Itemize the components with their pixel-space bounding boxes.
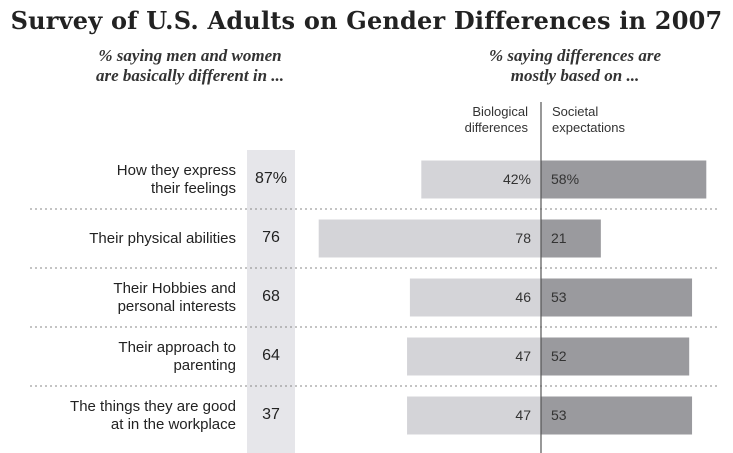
row-percent-1: 76 — [262, 228, 280, 246]
row-label-2: Their Hobbies and personal interests — [113, 279, 236, 315]
bar-label-biological-3: 47 — [515, 347, 531, 364]
bar-label-societal-0: 58% — [551, 170, 580, 187]
column-header-biological: Biological differences — [464, 104, 528, 135]
bar-label-societal-4: 53 — [551, 406, 567, 423]
row-percent-2: 68 — [262, 287, 280, 305]
bar-societal-3 — [541, 337, 690, 376]
percent-column-background — [247, 150, 295, 453]
row-label-1: Their physical abilities — [89, 229, 236, 247]
row-label-3: Their approach to parenting — [118, 338, 236, 374]
row-label-0: How they express their feelings — [116, 161, 236, 197]
bar-biological-1 — [318, 219, 541, 258]
bar-label-biological-4: 47 — [515, 406, 531, 423]
bar-label-societal-3: 52 — [551, 347, 567, 364]
bar-biological-0 — [421, 160, 541, 199]
bar-biological-2 — [409, 278, 541, 317]
bar-societal-2 — [541, 278, 693, 317]
bar-label-biological-0: 42% — [502, 170, 531, 187]
left-subtitle: % saying men and women are basically dif… — [95, 46, 285, 85]
column-header-societal: Societal expectations — [552, 104, 625, 135]
bar-biological-3 — [407, 337, 541, 376]
right-subtitle: % saying differences are mostly based on… — [488, 46, 662, 85]
row-percent-0: 87% — [254, 169, 288, 187]
row-percent-3: 64 — [262, 346, 280, 364]
bar-biological-4 — [407, 396, 541, 435]
bar-societal-0 — [541, 160, 707, 199]
bar-label-biological-2: 46 — [515, 288, 531, 305]
bar-societal-1 — [541, 219, 601, 258]
bar-label-societal-2: 53 — [551, 288, 567, 305]
bar-label-societal-1: 21 — [551, 229, 567, 246]
bar-label-biological-1: 78 — [515, 229, 531, 246]
row-label-4: The things they are good at in the workp… — [70, 397, 236, 433]
row-percent-4: 37 — [262, 405, 280, 423]
chart-title: Survey of U.S. Adults on Gender Differen… — [10, 6, 723, 35]
bar-societal-4 — [541, 396, 693, 435]
